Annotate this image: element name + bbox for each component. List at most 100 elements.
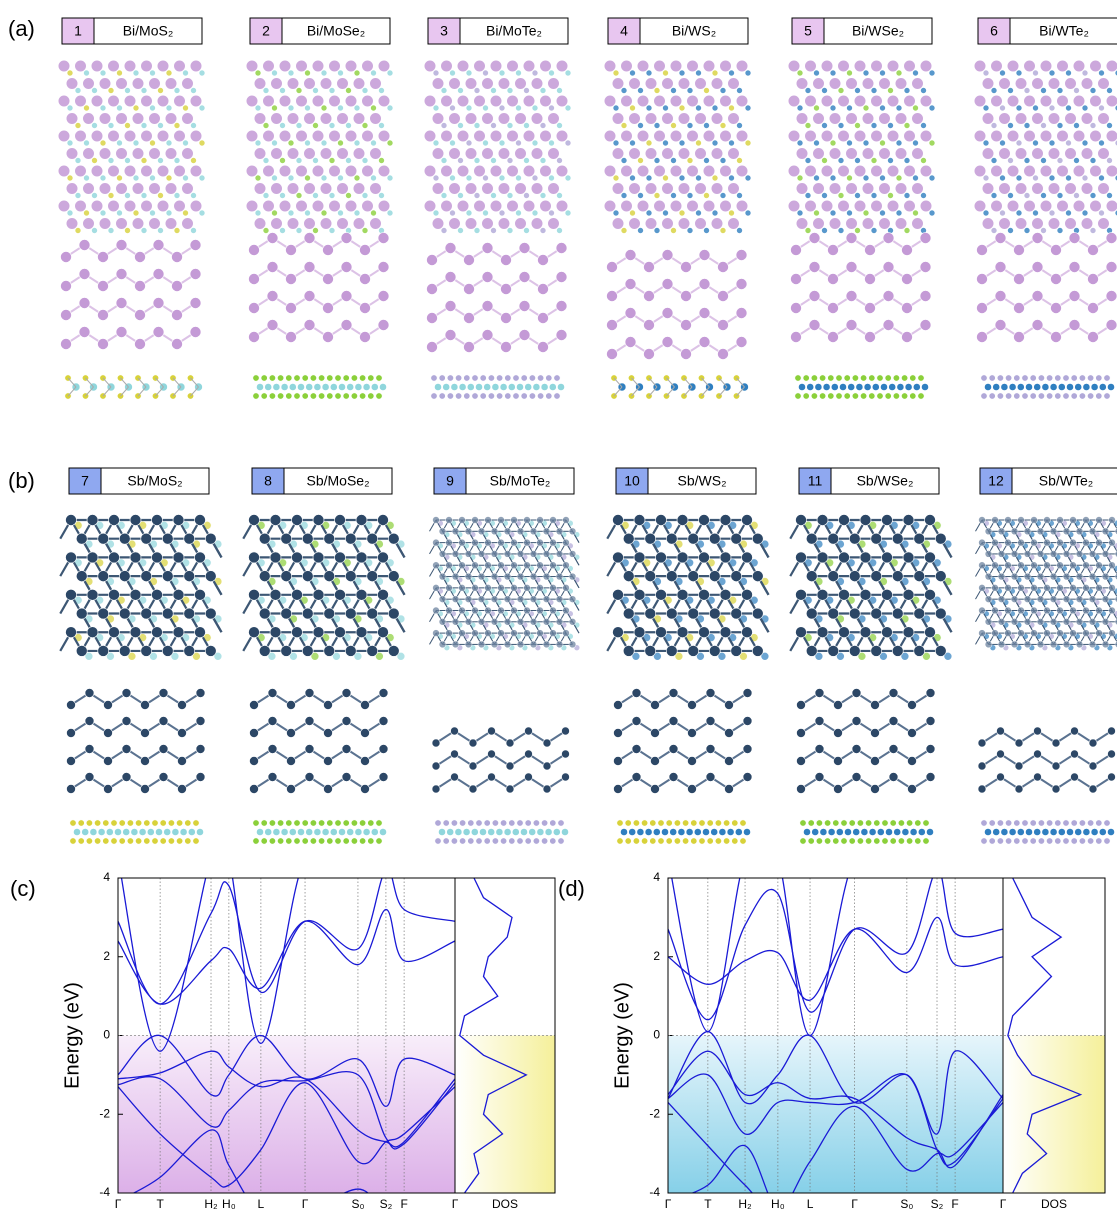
atom	[977, 245, 988, 256]
atom	[490, 130, 502, 142]
atom	[699, 552, 710, 563]
atom	[117, 140, 123, 146]
atom	[550, 584, 557, 591]
atom	[379, 717, 388, 726]
atom	[908, 701, 917, 710]
atom	[272, 175, 278, 181]
atom	[607, 291, 618, 302]
atom	[871, 130, 883, 142]
atom	[1016, 175, 1022, 181]
atom	[797, 210, 803, 216]
atom	[378, 130, 390, 142]
atom	[296, 130, 308, 142]
atom	[499, 70, 505, 76]
atom	[991, 123, 997, 129]
atom	[644, 291, 655, 302]
atom	[1096, 562, 1103, 569]
atom	[860, 627, 871, 638]
atom	[457, 60, 469, 72]
atom	[828, 533, 839, 544]
atom	[1089, 528, 1096, 535]
atom	[158, 88, 164, 94]
atom	[185, 820, 191, 826]
atom	[1024, 573, 1031, 580]
atom	[991, 60, 1003, 72]
atom	[1017, 383, 1024, 390]
atom	[433, 539, 440, 546]
atom	[565, 175, 571, 181]
x-tick-label: S₂	[931, 1197, 944, 1211]
atom	[474, 88, 480, 94]
atom	[1034, 383, 1041, 390]
atom	[821, 95, 833, 107]
atom	[1033, 140, 1039, 146]
atom	[343, 838, 349, 844]
atom	[506, 762, 514, 770]
atom	[79, 327, 90, 338]
atom	[525, 838, 531, 844]
atom	[834, 729, 843, 738]
atom	[1070, 562, 1077, 569]
atom	[814, 70, 820, 76]
atom	[524, 630, 531, 637]
atom	[141, 701, 150, 710]
atom	[292, 589, 303, 600]
atom	[517, 573, 524, 580]
atom	[263, 123, 269, 129]
atom	[540, 200, 552, 212]
atom	[540, 158, 546, 164]
atom	[482, 148, 494, 160]
atom	[371, 210, 377, 216]
atom	[108, 60, 120, 72]
atom	[860, 393, 866, 399]
atom	[100, 70, 106, 76]
atom	[977, 274, 988, 285]
atom	[1083, 539, 1090, 546]
structure-b	[790, 515, 952, 845]
atom	[133, 210, 139, 216]
atom	[507, 130, 519, 142]
atom	[162, 533, 173, 544]
atom	[388, 571, 399, 582]
atom	[141, 200, 153, 212]
atom	[890, 838, 896, 844]
atom	[1096, 838, 1102, 844]
atom	[61, 281, 72, 292]
atom	[1018, 607, 1025, 614]
atom	[638, 193, 644, 199]
atom	[368, 393, 374, 399]
atom	[135, 339, 146, 350]
atom	[910, 393, 916, 399]
atom	[904, 123, 910, 129]
atom	[1070, 584, 1077, 591]
atom	[656, 515, 667, 526]
atom	[152, 552, 163, 563]
atom	[537, 584, 544, 591]
atom	[1082, 70, 1088, 76]
atom	[834, 757, 843, 766]
atom	[108, 193, 114, 199]
atom	[1051, 332, 1062, 343]
atom	[838, 158, 844, 164]
atom	[797, 701, 806, 710]
atom	[530, 550, 537, 557]
atom	[654, 200, 666, 212]
atom	[465, 618, 472, 625]
atom	[302, 533, 313, 544]
atom	[569, 550, 576, 557]
atom	[1066, 175, 1072, 181]
atom	[281, 533, 292, 544]
atom	[70, 820, 76, 826]
atom	[1000, 175, 1006, 181]
atom	[108, 123, 114, 129]
atom	[1096, 393, 1102, 399]
atom	[979, 630, 986, 637]
atom	[451, 838, 457, 844]
atom	[433, 70, 439, 76]
atom	[1099, 383, 1106, 390]
atom	[378, 320, 389, 331]
atom	[153, 240, 164, 251]
atom	[604, 60, 616, 72]
atom	[1042, 828, 1049, 835]
atom	[509, 838, 515, 844]
